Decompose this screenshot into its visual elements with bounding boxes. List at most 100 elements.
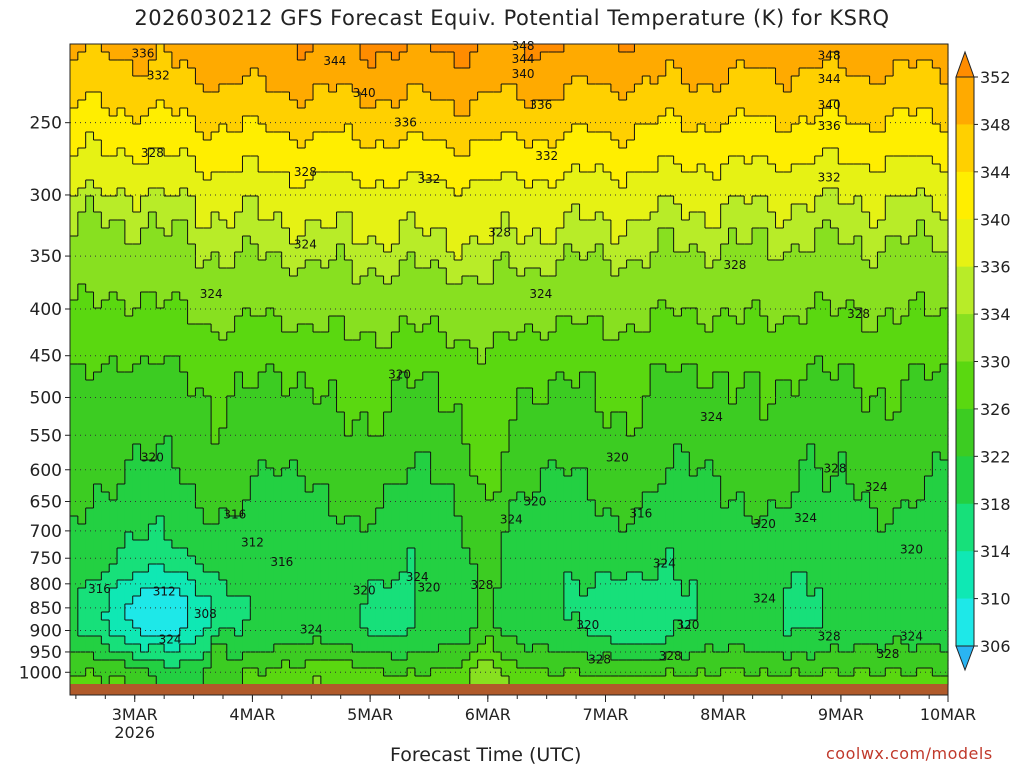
field-cell xyxy=(289,180,298,189)
field-cell xyxy=(430,300,440,309)
field-cell xyxy=(908,196,918,205)
field-cell xyxy=(642,124,651,133)
field-cell xyxy=(305,180,314,189)
field-cell xyxy=(806,212,816,221)
field-cell xyxy=(595,84,604,93)
field-cell xyxy=(477,180,487,189)
field-cell xyxy=(626,292,636,301)
field-cell xyxy=(297,100,306,109)
field-cell xyxy=(509,156,518,165)
field-cell xyxy=(783,44,792,53)
field-cell xyxy=(265,364,275,373)
field-cell xyxy=(124,316,134,325)
field-cell xyxy=(265,324,275,333)
field-cell xyxy=(391,68,400,77)
field-cell xyxy=(697,148,706,157)
field-cell xyxy=(814,140,824,149)
field-cell xyxy=(697,388,706,397)
field-cell xyxy=(704,284,714,293)
field-cell xyxy=(93,92,102,101)
field-cell xyxy=(218,276,228,285)
field-cell xyxy=(383,348,393,357)
field-cell xyxy=(305,364,314,373)
field-cell xyxy=(360,148,369,157)
field-cell xyxy=(610,52,620,61)
field-cell xyxy=(140,164,149,173)
field-cell xyxy=(344,124,353,133)
field-cell xyxy=(477,372,487,381)
field-cell xyxy=(383,324,393,333)
field-cell xyxy=(744,132,753,141)
field-cell xyxy=(595,212,604,221)
field-cell xyxy=(548,244,557,253)
field-cell xyxy=(77,204,87,213)
field-cell xyxy=(407,156,416,165)
field-cell xyxy=(383,100,393,109)
field-cell xyxy=(281,196,291,205)
field-cell xyxy=(477,140,487,149)
field-cell xyxy=(203,348,212,357)
field-cell xyxy=(399,324,408,333)
field-cell xyxy=(77,124,87,133)
field-cell xyxy=(281,268,291,277)
field-cell xyxy=(218,164,228,173)
field-cell xyxy=(579,84,588,93)
field-cell xyxy=(799,140,808,149)
field-cell xyxy=(265,260,275,269)
field-cell xyxy=(524,252,534,261)
field-cell xyxy=(461,60,471,69)
field-cell xyxy=(610,308,620,317)
field-cell xyxy=(258,308,267,317)
field-cell xyxy=(195,308,204,317)
field-cell xyxy=(744,140,753,149)
field-cell xyxy=(438,340,447,349)
field-cell xyxy=(297,268,306,277)
field-cell xyxy=(203,276,212,285)
field-cell xyxy=(414,356,424,365)
field-cell xyxy=(595,284,604,293)
field-cell xyxy=(297,244,306,253)
field-cell xyxy=(665,260,675,269)
field-cell xyxy=(344,300,353,309)
field-cell xyxy=(720,196,730,205)
field-cell xyxy=(626,220,636,229)
field-cell xyxy=(603,212,612,221)
field-cell xyxy=(618,60,628,69)
field-cell xyxy=(556,108,565,117)
field-cell xyxy=(179,116,189,125)
field-cell xyxy=(289,228,298,237)
field-cell xyxy=(775,68,784,77)
field-cell xyxy=(877,228,886,237)
field-cell xyxy=(242,316,251,325)
field-cell xyxy=(109,396,118,405)
field-cell xyxy=(422,332,432,341)
field-cell xyxy=(469,44,479,53)
field-cell xyxy=(916,228,926,237)
field-cell xyxy=(156,92,165,101)
field-cell xyxy=(806,140,816,149)
field-cell xyxy=(187,252,197,261)
field-cell xyxy=(305,244,314,253)
field-cell xyxy=(885,236,894,245)
field-cell xyxy=(697,372,706,381)
field-cell xyxy=(344,60,353,69)
field-cell xyxy=(187,228,197,237)
field-cell xyxy=(93,316,102,325)
field-cell xyxy=(603,380,612,389)
field-cell xyxy=(328,260,338,269)
field-cell xyxy=(211,164,220,173)
field-cell xyxy=(477,116,487,125)
field-cell xyxy=(524,236,534,245)
field-cell xyxy=(70,244,79,253)
field-cell xyxy=(336,204,345,213)
field-cell xyxy=(532,364,541,373)
field-cell xyxy=(924,124,933,133)
field-cell xyxy=(775,388,784,397)
field-cell xyxy=(681,60,690,69)
field-cell xyxy=(422,388,432,397)
field-cell xyxy=(665,228,675,237)
field-cell xyxy=(289,292,298,301)
field-cell xyxy=(571,236,581,245)
field-cell xyxy=(383,228,393,237)
field-cell xyxy=(704,68,714,77)
